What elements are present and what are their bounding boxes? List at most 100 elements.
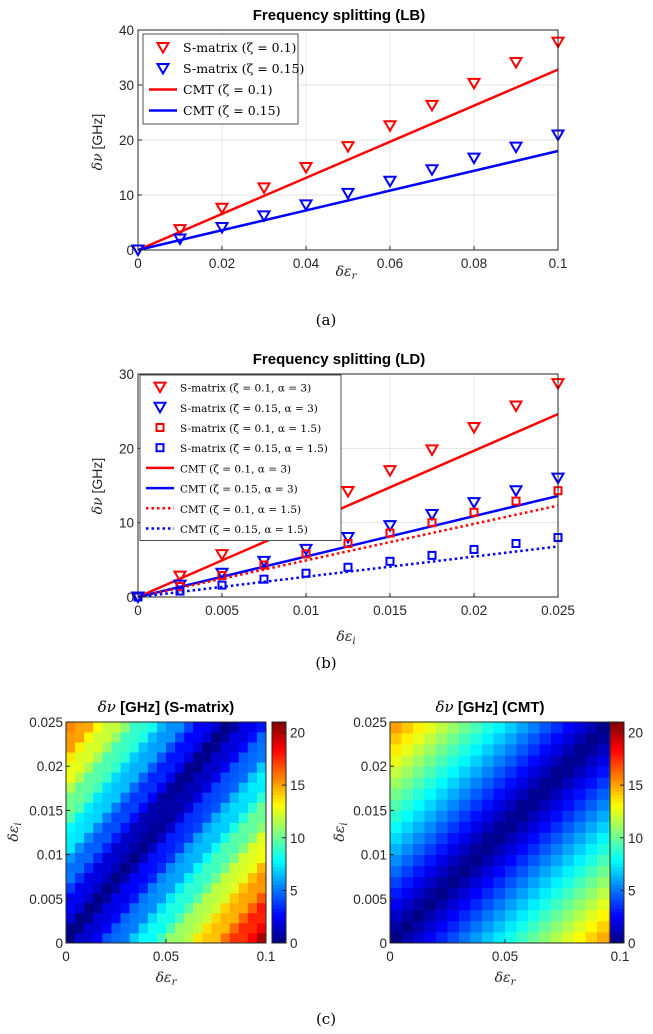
panel-c2-cell — [574, 733, 586, 745]
panel-c1-cell — [120, 832, 131, 843]
panel-c2-cell — [482, 777, 494, 789]
panel-c1-colorbar-step — [272, 739, 286, 744]
panel-c1-cell — [184, 852, 194, 864]
panel-c1-cell — [220, 852, 231, 864]
panel-c2-cell — [516, 931, 529, 944]
panel-c1-cell — [156, 852, 167, 864]
panel-c2-cell — [574, 854, 586, 867]
panel-c2-cell — [401, 744, 414, 756]
panel-c2-cell — [562, 733, 575, 745]
panel-c2-cell — [436, 931, 448, 944]
panel-c1-cell — [66, 732, 76, 743]
panel-c2-cell — [516, 722, 529, 734]
panel-c1-colorbar-step — [272, 784, 286, 789]
panel-c2-colorbar-step — [610, 867, 624, 871]
panel-c1-cell — [66, 862, 76, 874]
panel-c2-cell — [413, 788, 425, 800]
panel-c2-cell — [447, 931, 460, 944]
panel-c1-cell — [247, 882, 258, 894]
panel-c1-cell — [229, 782, 240, 793]
panel-c1-cell — [184, 772, 194, 783]
panel-c1-cell — [84, 842, 94, 853]
panel-c1-cell — [256, 932, 267, 944]
panel-c1-cell — [175, 902, 185, 914]
panel-a-marker-triangle — [256, 182, 272, 195]
panel-c1-cell — [75, 822, 85, 833]
panel-c2-colorbar-step — [610, 839, 624, 844]
panel-c1-cell — [211, 762, 221, 773]
panel-c2-cell — [493, 865, 506, 878]
panel-c2-cell — [424, 931, 437, 944]
panel-b-series-line — [137, 545, 559, 599]
panel-c1-cell — [147, 852, 158, 864]
panel-c1-cell — [220, 722, 231, 733]
panel-c1-cell — [220, 732, 231, 743]
panel-c2-cell — [401, 854, 414, 867]
panel-c2-cell — [528, 876, 540, 889]
panel-c1-cell — [93, 722, 103, 733]
panel-c1-cell — [138, 872, 149, 884]
panel-c2-cell — [597, 722, 609, 734]
panel-c2-cell — [539, 777, 552, 789]
panel-c1-cell — [175, 882, 185, 894]
panel-c2-colorbar-step — [610, 815, 624, 820]
panel-c1-cell — [247, 762, 258, 773]
panel-c2-xtick-label: 0 — [386, 949, 394, 964]
panel-c2-colorbar-step — [610, 829, 624, 833]
panel-c1-cell — [93, 922, 103, 934]
panel-c2-cell — [436, 733, 448, 745]
panel-b-xlabel: δεi — [336, 629, 355, 647]
panel-c2-cell — [401, 766, 414, 778]
panel-c2-cell — [562, 920, 575, 933]
panel-c2-cell — [401, 865, 414, 878]
panel-c2-cell — [436, 854, 448, 867]
panel-b-marker-triangle — [382, 465, 398, 478]
panel-c1-cell — [84, 792, 94, 803]
panel-c1-colorbar-step — [272, 911, 286, 916]
panel-c2-cell — [470, 832, 483, 844]
panel-c2-cell — [493, 799, 506, 811]
panel-c1-cell — [66, 902, 76, 914]
panel-c1-cell — [175, 832, 185, 843]
panel-c2-cell — [574, 777, 586, 789]
panel-b-marker-square — [427, 550, 437, 560]
panel-a-legend-label: CMT (ζ = 0.1) — [183, 82, 273, 97]
panel-c2-cell — [482, 887, 494, 900]
panel-c2-cell — [505, 788, 517, 800]
panel-c2-cell — [424, 777, 437, 789]
panel-c1-cell — [147, 822, 158, 833]
panel-a-marker-triangle — [256, 210, 272, 223]
panel-c1-cell — [66, 772, 76, 783]
panel-c1-cell — [220, 922, 231, 934]
panel-c1-cell — [138, 822, 149, 833]
panel-c1-cell — [129, 842, 140, 853]
panel-c2-cell — [574, 755, 586, 767]
panel-c1-cell — [129, 932, 140, 944]
panel-c2-cell — [447, 810, 460, 822]
panel-c2-cell — [447, 744, 460, 756]
panel-c1-xtick-label: 0.1 — [257, 949, 276, 964]
panel-c1-ytick-label: 0.02 — [37, 759, 63, 774]
panel-a-legend-marker — [155, 42, 171, 55]
panel-c1-cell — [120, 812, 131, 823]
panel-c2-cell — [516, 920, 529, 933]
panel-b-xtick-label: 0 — [134, 603, 142, 618]
panel-c1-colorbar-step — [272, 832, 286, 837]
panel-c1-cell — [93, 752, 103, 763]
panel-c2-cell — [459, 854, 471, 867]
panel-c1-cell — [211, 782, 221, 793]
panel-c2-cell — [493, 854, 506, 867]
panel-c2-cell — [597, 755, 609, 767]
panel-c2-cell — [390, 931, 402, 944]
panel-c1-colorbar-step — [272, 860, 286, 865]
panel-c2-cell — [413, 887, 425, 900]
panel-c2-cell — [424, 843, 437, 855]
panel-c2-cell — [562, 887, 575, 900]
panel-c1-cell — [220, 872, 231, 884]
panel-c1-cell — [138, 922, 149, 934]
panel-c2-cell — [447, 854, 460, 867]
panel-c2-cell — [459, 799, 471, 811]
panel-c1-cell — [166, 742, 176, 753]
panel-c2-cell — [447, 920, 460, 933]
panel-c1-cell — [138, 802, 149, 813]
